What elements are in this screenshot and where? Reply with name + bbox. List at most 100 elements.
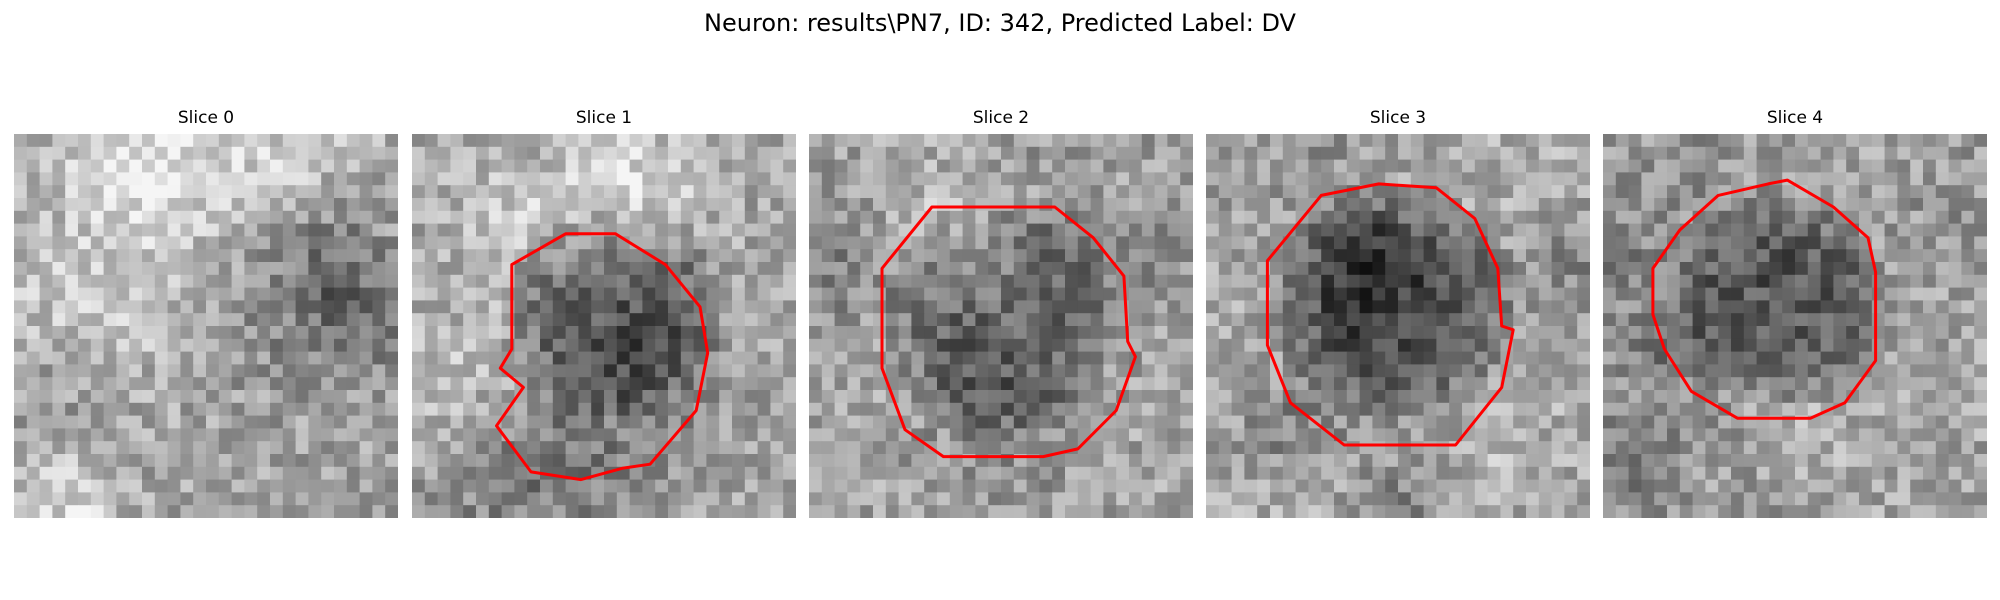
pixel-cell — [167, 428, 181, 442]
pixel-cell — [1538, 415, 1552, 429]
pixel-cell — [1782, 287, 1796, 301]
pixel-cell — [1065, 287, 1079, 301]
pixel-cell — [770, 287, 784, 301]
pixel-cell — [1551, 287, 1565, 301]
pixel-cell — [1295, 505, 1309, 518]
pixel-cell — [693, 351, 707, 365]
pixel-cell — [463, 466, 477, 480]
pixel-cell — [1705, 428, 1719, 442]
pixel-cell — [757, 351, 771, 365]
pixel-cell — [988, 159, 1002, 173]
pixel-cell — [1935, 274, 1949, 288]
pixel-cell — [642, 377, 656, 391]
pixel-cell — [1641, 338, 1655, 352]
pixel-cell — [988, 390, 1002, 404]
pixel-cell — [1910, 492, 1924, 506]
pixel-cell — [180, 313, 194, 327]
pixel-cell — [1577, 390, 1590, 404]
pixel-cell — [1923, 185, 1937, 199]
pixel-cell — [616, 492, 630, 506]
pixel-cell — [206, 326, 220, 340]
pixel-cell — [206, 236, 220, 250]
pixel-cell — [949, 479, 963, 493]
pixel-cell — [911, 300, 925, 314]
pixel-cell — [1859, 146, 1873, 160]
pixel-cell — [1935, 134, 1949, 148]
pixel-cell — [116, 185, 130, 199]
pixel-cell — [1398, 236, 1412, 250]
pixel-cell — [1769, 300, 1783, 314]
pixel-cell — [655, 146, 669, 160]
pixel-cell — [1244, 134, 1258, 148]
pixel-cell — [962, 441, 976, 455]
pixel-cell — [476, 300, 490, 314]
pixel-cell — [1039, 492, 1053, 506]
pixel-cell — [552, 505, 566, 518]
pixel-cell — [783, 134, 796, 148]
pixel-cell — [975, 274, 989, 288]
pixel-cell — [90, 326, 104, 340]
pixel-cell — [1077, 402, 1091, 416]
pixel-cell — [1935, 492, 1949, 506]
pixel-cell — [527, 223, 541, 237]
pixel-cell — [1641, 466, 1655, 480]
pixel-cell — [770, 172, 784, 186]
pixel-cell — [14, 428, 28, 442]
pixel-cell — [1795, 172, 1809, 186]
pixel-cell — [655, 274, 669, 288]
pixel-cell — [1769, 364, 1783, 378]
pixel-cell — [1180, 134, 1193, 148]
pixel-cell — [1743, 454, 1757, 468]
pixel-cell — [1551, 377, 1565, 391]
pixel-cell — [770, 236, 784, 250]
pixel-cell — [1718, 364, 1732, 378]
pixel-cell — [1231, 351, 1245, 365]
pixel-cell — [937, 492, 951, 506]
pixel-cell — [334, 274, 348, 288]
pixel-cell — [1897, 172, 1911, 186]
pixel-cell — [142, 300, 156, 314]
pixel-cell — [680, 326, 694, 340]
pixel-cell — [1692, 505, 1706, 518]
pixel-cell — [552, 146, 566, 160]
pixel-cell — [1065, 377, 1079, 391]
pixel-cell — [1846, 159, 1860, 173]
pixel-cell — [1436, 134, 1450, 148]
pixel-cell — [783, 313, 796, 327]
pixel-cell — [1001, 300, 1015, 314]
pixel-cell — [39, 351, 53, 365]
pixel-cell — [732, 210, 746, 224]
pixel-cell — [1897, 492, 1911, 506]
pixel-cell — [552, 210, 566, 224]
figure-title: Neuron: results\PN7, ID: 342, Predicted … — [704, 9, 1296, 37]
pixel-cell — [616, 210, 630, 224]
pixel-cell — [1500, 287, 1514, 301]
pixel-cell — [1923, 454, 1937, 468]
pixel-cell — [1257, 390, 1271, 404]
pixel-cell — [167, 159, 181, 173]
pixel-cell — [1410, 377, 1424, 391]
pixel-cell — [1001, 338, 1015, 352]
pixel-cell — [218, 198, 232, 212]
pixel-cell — [629, 441, 643, 455]
pixel-cell — [65, 287, 79, 301]
pixel-cell — [1923, 351, 1937, 365]
pixel-cell — [257, 146, 271, 160]
pixel-cell — [873, 338, 887, 352]
pixel-cell — [757, 236, 771, 250]
pixel-cell — [885, 172, 899, 186]
pixel-cell — [26, 134, 40, 148]
pixel-cell — [616, 428, 630, 442]
pixel-cell — [1141, 326, 1155, 340]
pixel-cell — [1180, 441, 1193, 455]
pixel-cell — [757, 338, 771, 352]
pixel-cell — [1935, 390, 1949, 404]
pixel-cell — [1923, 274, 1937, 288]
pixel-cell — [770, 466, 784, 480]
pixel-cell — [1065, 313, 1079, 327]
pixel-cell — [52, 223, 66, 237]
pixel-cell — [206, 300, 220, 314]
pixel-cell — [1705, 236, 1719, 250]
pixel-cell — [1974, 326, 1987, 340]
pixel-cell — [924, 326, 938, 340]
